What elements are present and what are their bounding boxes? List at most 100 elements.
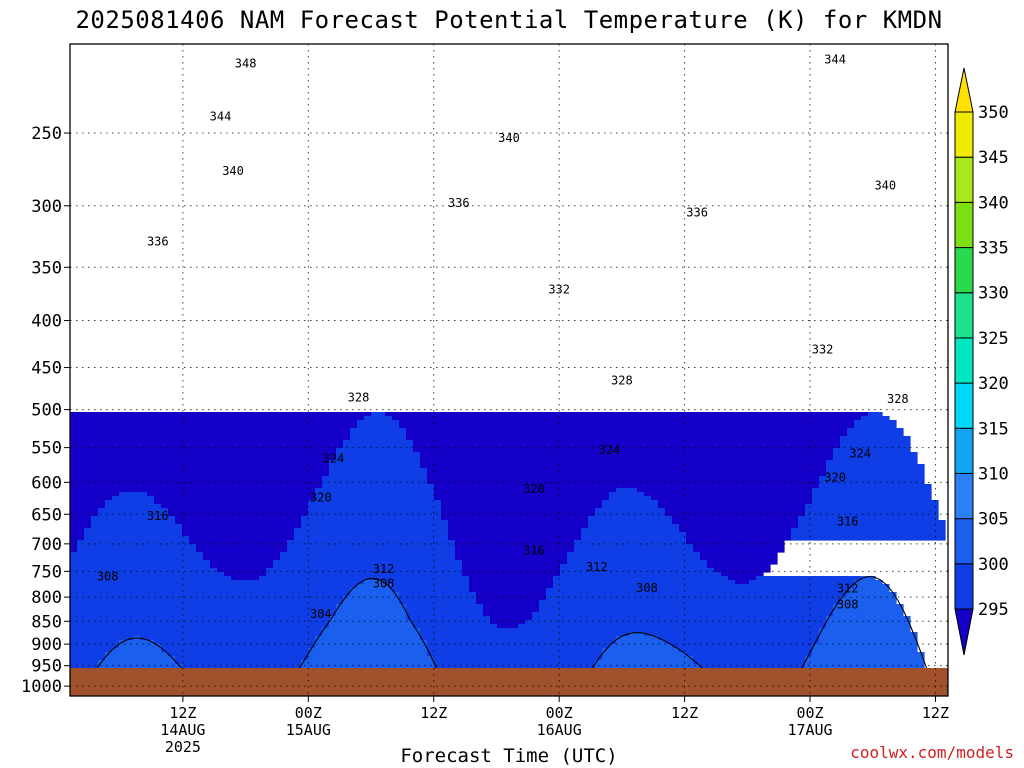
y-tick-label: 500 <box>31 401 62 421</box>
fill-cell <box>735 580 750 585</box>
fill-cell <box>847 428 904 433</box>
colorbar-segment <box>954 563 974 610</box>
fill-cell <box>567 552 701 557</box>
fill-cell <box>70 664 99 669</box>
fill-cell <box>749 580 855 585</box>
fill-cell <box>350 436 407 441</box>
fill-cell <box>427 472 827 477</box>
fill-cell <box>70 448 337 453</box>
fill-cell <box>392 584 470 589</box>
fill-cell <box>665 512 806 517</box>
fill-cell <box>560 564 708 569</box>
fill-cell <box>721 572 764 577</box>
fill-cell <box>70 460 330 465</box>
fill-cell <box>70 472 330 477</box>
fill-cell <box>679 524 799 529</box>
contour-label-text: 336 <box>147 234 169 248</box>
fill-cell <box>322 632 421 637</box>
colorbar-high-arrow <box>954 67 974 113</box>
fill-cell <box>434 660 596 665</box>
fill-cell <box>483 608 540 613</box>
fill-cell <box>119 644 162 649</box>
colorbar-segment <box>954 472 974 520</box>
fill-cell <box>819 632 918 637</box>
fill-cell <box>553 576 729 581</box>
fill-cell <box>385 412 869 417</box>
contour-label-text: 312 <box>373 562 395 576</box>
fill-cell <box>819 484 932 489</box>
fill-cell <box>574 540 687 545</box>
fill-cell <box>315 496 435 501</box>
fill-cell <box>420 464 827 469</box>
colorbar-segment <box>954 156 974 203</box>
fill-cell <box>819 476 925 481</box>
fill-cell <box>336 608 407 613</box>
fill-cell <box>427 648 603 653</box>
fill-cell <box>595 660 694 665</box>
contour-label: 328 <box>611 374 633 388</box>
fill-cell <box>357 424 400 429</box>
fill-cell <box>686 536 792 541</box>
fill-cell <box>70 444 344 449</box>
fill-cell <box>581 532 687 537</box>
fill-cell <box>98 512 169 517</box>
fill-cell <box>560 572 722 577</box>
fill-cell <box>350 592 400 597</box>
contour-label-text: 328 <box>611 374 633 388</box>
fill-cell <box>308 504 442 509</box>
fill-cell <box>105 656 176 661</box>
fill-cell <box>826 616 911 621</box>
fill-cell <box>707 560 778 565</box>
fill-cell <box>343 440 414 445</box>
fill-cell <box>357 584 393 589</box>
fill-cell <box>847 592 897 597</box>
fill-cell <box>840 440 911 445</box>
fill-cell <box>287 548 456 553</box>
y-tick-label: 1000 <box>21 677 62 697</box>
fill-cell <box>70 532 85 537</box>
contour-label: 324 <box>323 451 345 465</box>
x-tick-label: 15AUG <box>286 721 331 739</box>
contour-label: 316 <box>523 544 545 558</box>
contour-label-text: 328 <box>348 390 370 404</box>
fill-cell <box>427 476 820 481</box>
fill-cell <box>595 508 666 513</box>
fill-cell <box>189 536 295 541</box>
fill-cell <box>70 492 120 497</box>
fill-cell <box>469 584 554 589</box>
fill-cell <box>140 636 316 641</box>
fill-cell <box>588 524 680 529</box>
fill-cell <box>294 528 449 533</box>
fill-cell <box>840 596 897 601</box>
fill-cell <box>553 580 736 585</box>
fill-cell <box>665 640 820 645</box>
fill-cell <box>819 480 925 485</box>
fill-cell <box>672 644 813 649</box>
fill-cell <box>343 444 414 449</box>
fill-cell <box>315 488 435 493</box>
fill-cell <box>350 432 407 437</box>
x-tick-label: 12Z <box>671 704 698 722</box>
fill-cell <box>70 584 358 589</box>
contour-label: 316 <box>147 509 169 523</box>
fill-cell <box>70 548 78 553</box>
contour-label-text: 316 <box>147 509 169 523</box>
fill-cell <box>112 648 162 653</box>
contour-label-text: 332 <box>548 282 570 296</box>
plot-frame <box>69 43 949 697</box>
fill-cell <box>588 516 673 521</box>
fill-cell <box>70 604 337 609</box>
contour-label-text: 340 <box>222 164 244 178</box>
fill-cell <box>427 640 617 645</box>
contour-label: 340 <box>498 131 520 145</box>
fill-cell <box>840 600 897 605</box>
fill-cell <box>427 468 827 473</box>
x-tick-label: 2025 <box>165 738 201 756</box>
fill-cell <box>854 584 890 589</box>
fill-cell <box>70 428 351 433</box>
contour-label: 304 <box>310 607 332 621</box>
fill-cell <box>315 492 435 497</box>
fill-cell <box>301 664 435 669</box>
contour-label: 344 <box>824 53 846 67</box>
fill-cell <box>175 520 302 525</box>
